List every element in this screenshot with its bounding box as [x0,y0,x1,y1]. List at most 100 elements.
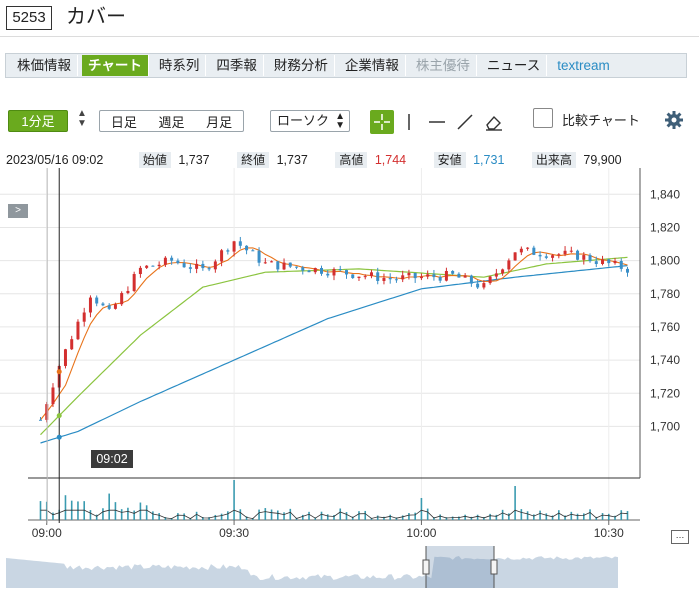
navigator-toggle-button[interactable]: … [671,530,689,544]
candle-body [163,257,167,265]
chevron-updown-icon: ▲ ▼ [335,111,345,131]
price-tick-label: 1,720 [650,386,680,400]
time-tick-label: 10:00 [406,526,436,540]
navigator-handle[interactable] [490,559,498,575]
price-tick-label: 1,820 [650,220,680,234]
tab-stock-info[interactable]: 株価情報 [11,55,78,76]
chart-type-select[interactable]: ローソク ▲ ▼ [270,110,350,132]
candle-body [301,267,305,271]
candle-body [95,297,99,304]
candle-body [582,255,586,260]
price-tick-label: 1,700 [650,419,680,433]
interval-updown-icon[interactable]: ▲ ▼ [77,108,87,129]
candle-body [557,254,561,256]
candle-body [101,303,105,306]
price-tick-label: 1,780 [650,287,680,301]
candle-body [120,293,124,305]
candle-body [232,241,236,252]
time-tick-label: 09:00 [32,526,62,540]
candle-body [532,247,536,255]
navigator-handle[interactable] [422,559,430,575]
range-navigator [6,546,618,588]
open-value: 1,737 [178,153,210,167]
candle-body [326,273,330,276]
trend-line-icon[interactable] [456,113,474,131]
candle-body [476,283,480,288]
tab-shareholder-benefits[interactable]: 株主優待 [410,55,477,76]
candle-body [357,276,361,279]
tab-bar: 株価情報 チャート 時系列 四季報 財務分析 企業情報 株主優待 ニュース te… [5,53,687,78]
price-chart[interactable]: 1,840 1,820 1,800 1,780 1,760 1,740 1,720 1,700… [0,168,699,597]
interval-button[interactable]: 1分足 [8,110,68,132]
candle-body [619,260,623,269]
candle-body [407,272,411,276]
crosshair-dot-long [56,434,62,440]
horizontal-line-icon[interactable] [428,113,446,131]
eraser-icon[interactable] [484,113,504,131]
price-axis: 1,840 1,820 1,800 1,780 1,760 1,740 1,720 1,700 [639,168,680,478]
candle-body [126,290,130,294]
period-weekly[interactable]: 週足 [158,114,185,130]
candle-body [145,265,149,268]
candle-body [332,269,336,276]
expand-panel-button[interactable]: > [8,204,28,218]
tab-financial[interactable]: 財務分析 [268,55,335,76]
candle-body [419,276,423,279]
candle-body [551,255,555,258]
low-value: 1,731 [473,153,505,167]
crosshair-time-label: 09:02 [91,450,133,468]
candle-body [157,264,161,267]
vertical-line-icon[interactable] [404,113,414,131]
tab-textream[interactable]: textream [557,58,610,73]
candle-body [601,259,605,265]
crosshair-dot-short [56,369,62,375]
tab-chart[interactable]: チャート [82,55,149,76]
candle-body [151,265,155,267]
compare-checkbox[interactable] [533,108,553,128]
tab-news[interactable]: ニュース [481,55,548,76]
price-tick-label: 1,800 [650,254,680,268]
gear-icon[interactable] [664,110,684,130]
candle-body [113,304,117,309]
stock-code: 5253 [6,6,52,30]
candle-body [351,274,355,279]
candle-body [569,250,573,252]
candle-body [70,339,74,350]
candle-body [176,260,180,264]
candle-body [388,278,392,280]
chart-type-value: ローソク [277,113,330,128]
candle-body [457,273,461,278]
candle-body [507,260,511,270]
candle-body [138,267,142,275]
candle-body [213,261,217,270]
candle-body [51,387,55,405]
candle-body [444,270,448,281]
candle-body [519,248,523,253]
chart-toolbar: 1分足 ▲ ▼ 日足 週足 月足 ローソク ▲ ▼ [0,103,699,137]
high-value: 1,744 [374,153,407,167]
ma-long-line [40,265,628,444]
tab-company-info[interactable]: 企業情報 [339,55,406,76]
tab-shikiho[interactable]: 四季報 [210,55,264,76]
candle-body [263,262,267,264]
candle-body [513,252,517,261]
candle-body [594,261,598,265]
price-tick-label: 1,740 [650,353,680,367]
candle-body [220,250,224,262]
candle-body [376,272,380,281]
candle-body [338,269,342,271]
candle-body [76,321,80,340]
volume-label: 出来高 [531,152,576,168]
header: 5253 カバー [0,0,699,40]
crosshair-icon[interactable] [370,110,394,134]
volume-chart [28,477,640,521]
tab-time-series[interactable]: 時系列 [153,55,207,76]
candle-body [88,297,92,313]
candle-body [201,263,205,269]
candle-body [401,275,405,280]
period-daily[interactable]: 日足 [110,114,137,130]
period-monthly[interactable]: 月足 [206,114,233,130]
candle-body [251,250,255,252]
candle-body [369,272,373,277]
candle-body [588,255,592,262]
